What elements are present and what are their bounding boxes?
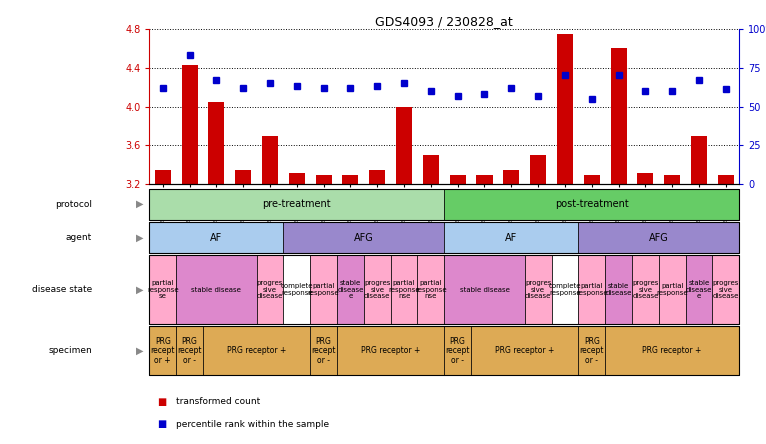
Text: ▶: ▶ bbox=[136, 285, 144, 295]
Text: stable
disease
e: stable disease e bbox=[337, 280, 364, 299]
Bar bbox=[718, 174, 734, 184]
Text: protocol: protocol bbox=[55, 200, 92, 209]
Text: transformed count: transformed count bbox=[176, 397, 260, 406]
Text: stable
disease: stable disease bbox=[605, 283, 632, 296]
Title: GDS4093 / 230828_at: GDS4093 / 230828_at bbox=[375, 15, 513, 28]
Bar bbox=[584, 174, 600, 184]
Bar bbox=[396, 107, 412, 184]
Text: pre-treatment: pre-treatment bbox=[263, 199, 331, 209]
Text: PRG
recept
or -: PRG recept or - bbox=[312, 337, 336, 365]
Bar bbox=[611, 48, 627, 184]
Text: specimen: specimen bbox=[48, 346, 92, 355]
Text: progres
sive
disease: progres sive disease bbox=[712, 280, 739, 299]
Bar bbox=[262, 136, 278, 184]
Bar bbox=[476, 174, 493, 184]
Text: ■: ■ bbox=[157, 419, 166, 429]
Text: stable
disease
e: stable disease e bbox=[686, 280, 712, 299]
Bar bbox=[182, 65, 198, 184]
Text: partial
response
se: partial response se bbox=[147, 280, 178, 299]
Text: partial
response
nse: partial response nse bbox=[415, 280, 447, 299]
Text: progres
sive
disease: progres sive disease bbox=[525, 280, 552, 299]
Bar bbox=[289, 173, 305, 184]
Text: stable disease: stable disease bbox=[192, 287, 241, 293]
Text: agent: agent bbox=[66, 233, 92, 242]
Text: PRG receptor +: PRG receptor + bbox=[227, 346, 286, 355]
Bar bbox=[691, 136, 707, 184]
Text: PRG
recept
or -: PRG recept or - bbox=[580, 337, 604, 365]
Bar bbox=[557, 34, 573, 184]
Bar bbox=[155, 170, 171, 184]
Text: AF: AF bbox=[211, 233, 222, 242]
Bar bbox=[316, 174, 332, 184]
Bar bbox=[664, 174, 680, 184]
Text: PRG
recept
or -: PRG recept or - bbox=[446, 337, 470, 365]
Text: progres
sive
disease: progres sive disease bbox=[257, 280, 283, 299]
Text: progres
sive
disease: progres sive disease bbox=[632, 280, 659, 299]
Text: post-treatment: post-treatment bbox=[555, 199, 629, 209]
Text: AFG: AFG bbox=[354, 233, 374, 242]
Text: ■: ■ bbox=[157, 397, 166, 407]
Text: AF: AF bbox=[506, 233, 517, 242]
Bar bbox=[637, 173, 653, 184]
Text: disease state: disease state bbox=[31, 285, 92, 294]
Text: ▶: ▶ bbox=[136, 199, 144, 209]
Text: partial
response
nse: partial response nse bbox=[388, 280, 420, 299]
Bar bbox=[342, 174, 358, 184]
Text: complete
response: complete response bbox=[548, 283, 581, 296]
Text: PRG receptor +: PRG receptor + bbox=[643, 346, 702, 355]
Text: PRG
recept
or +: PRG recept or + bbox=[151, 337, 175, 365]
Text: PRG
recept
or -: PRG recept or - bbox=[178, 337, 201, 365]
Bar bbox=[503, 170, 519, 184]
Bar bbox=[423, 155, 439, 184]
Bar bbox=[369, 170, 385, 184]
Bar bbox=[235, 170, 251, 184]
Text: AFG: AFG bbox=[649, 233, 669, 242]
Bar bbox=[208, 102, 224, 184]
Text: PRG receptor +: PRG receptor + bbox=[495, 346, 555, 355]
Text: complete
response: complete response bbox=[280, 283, 313, 296]
Text: partial
response: partial response bbox=[576, 283, 607, 296]
Text: ▶: ▶ bbox=[136, 346, 144, 356]
Text: percentile rank within the sample: percentile rank within the sample bbox=[176, 420, 329, 428]
Text: partial
response: partial response bbox=[656, 283, 688, 296]
Text: partial
response: partial response bbox=[308, 283, 339, 296]
Text: progres
sive
disease: progres sive disease bbox=[364, 280, 391, 299]
Text: stable disease: stable disease bbox=[460, 287, 509, 293]
Text: ▶: ▶ bbox=[136, 233, 144, 242]
Bar bbox=[530, 155, 546, 184]
Text: PRG receptor +: PRG receptor + bbox=[361, 346, 421, 355]
Bar bbox=[450, 174, 466, 184]
